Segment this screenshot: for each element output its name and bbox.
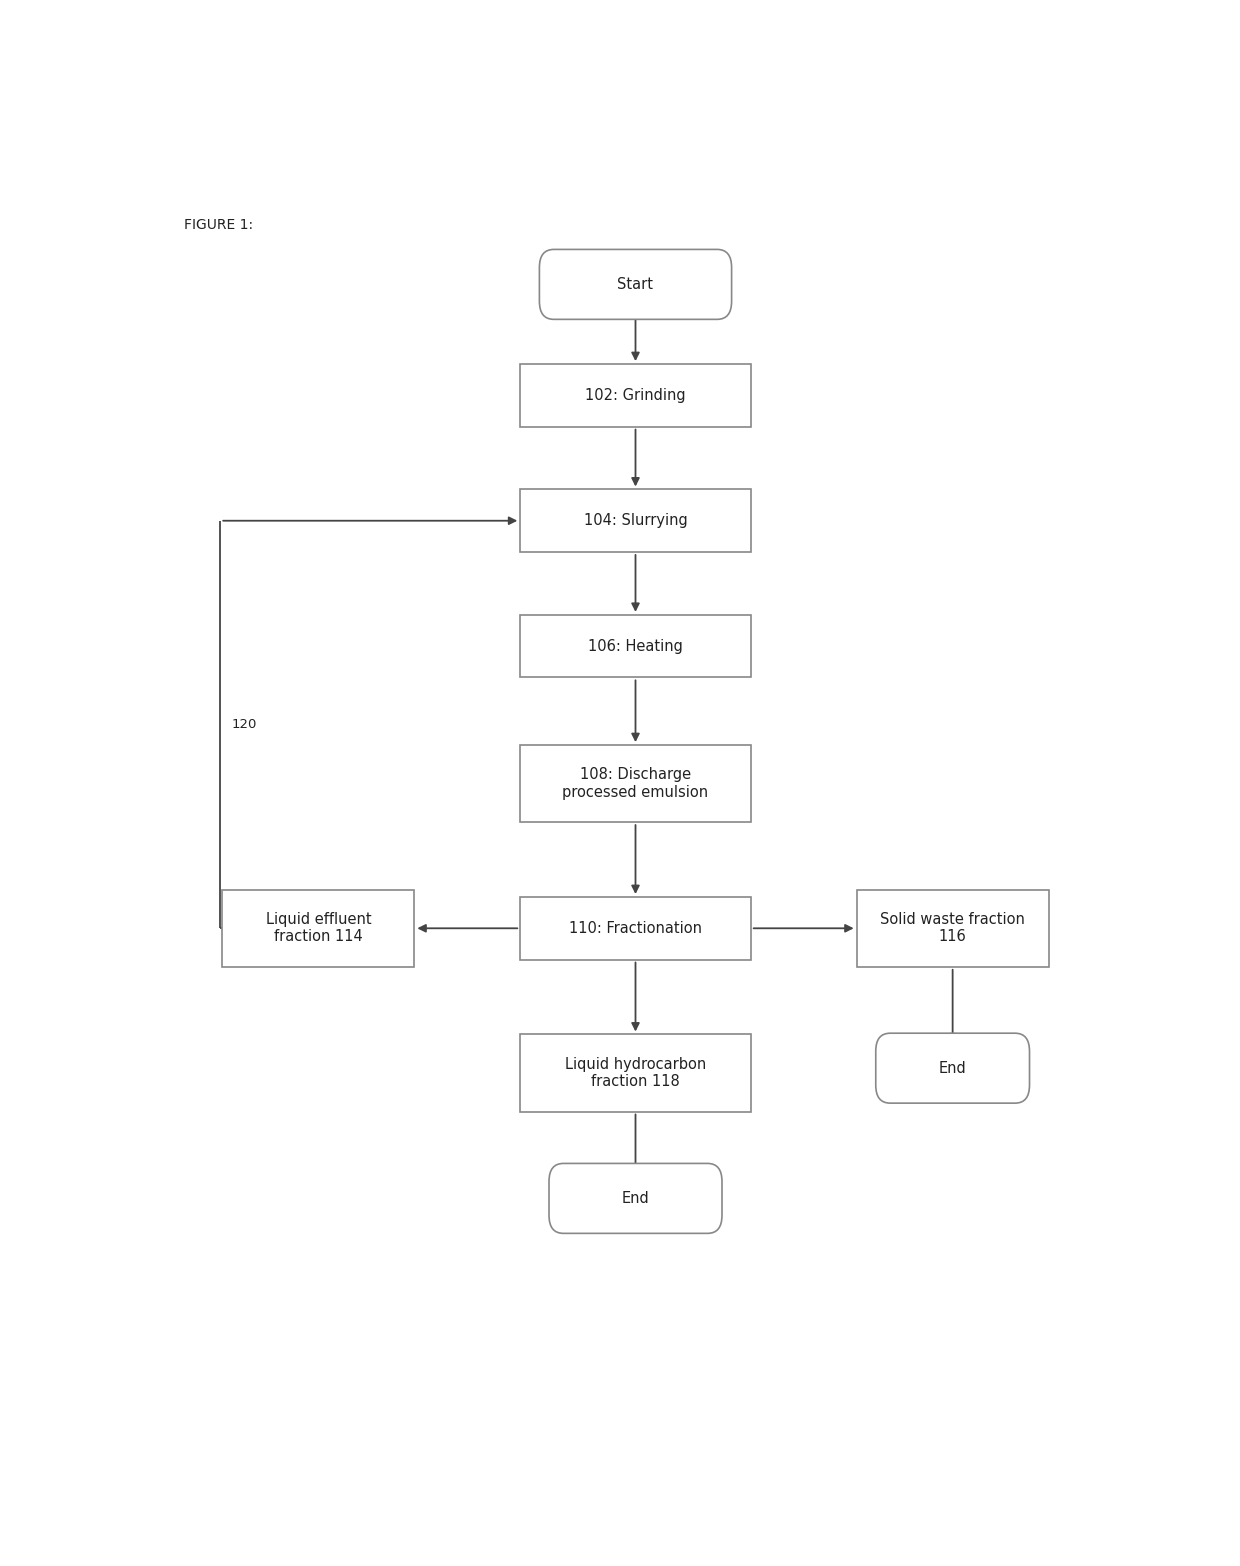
FancyBboxPatch shape [521,489,751,553]
FancyBboxPatch shape [521,363,751,426]
Text: Liquid effluent
fraction 114: Liquid effluent fraction 114 [265,911,371,944]
FancyBboxPatch shape [857,889,1049,966]
Text: FIGURE 1:: FIGURE 1: [184,218,253,232]
Text: Solid waste fraction
116: Solid waste fraction 116 [880,911,1025,944]
Text: End: End [939,1060,966,1076]
Text: 104: Slurrying: 104: Slurrying [584,514,687,528]
FancyBboxPatch shape [521,897,751,960]
FancyBboxPatch shape [521,615,751,678]
FancyBboxPatch shape [549,1164,722,1234]
Text: Liquid hydrocarbon
fraction 118: Liquid hydrocarbon fraction 118 [565,1057,706,1090]
FancyBboxPatch shape [521,1035,751,1112]
FancyBboxPatch shape [222,889,414,966]
Text: 110: Fractionation: 110: Fractionation [569,921,702,936]
Text: 120: 120 [232,717,257,731]
FancyBboxPatch shape [521,745,751,822]
FancyBboxPatch shape [875,1034,1029,1102]
FancyBboxPatch shape [539,249,732,319]
Text: 108: Discharge
processed emulsion: 108: Discharge processed emulsion [563,767,708,800]
Text: 106: Heating: 106: Heating [588,639,683,653]
Text: 102: Grinding: 102: Grinding [585,388,686,402]
Text: Start: Start [618,277,653,291]
Text: End: End [621,1190,650,1206]
